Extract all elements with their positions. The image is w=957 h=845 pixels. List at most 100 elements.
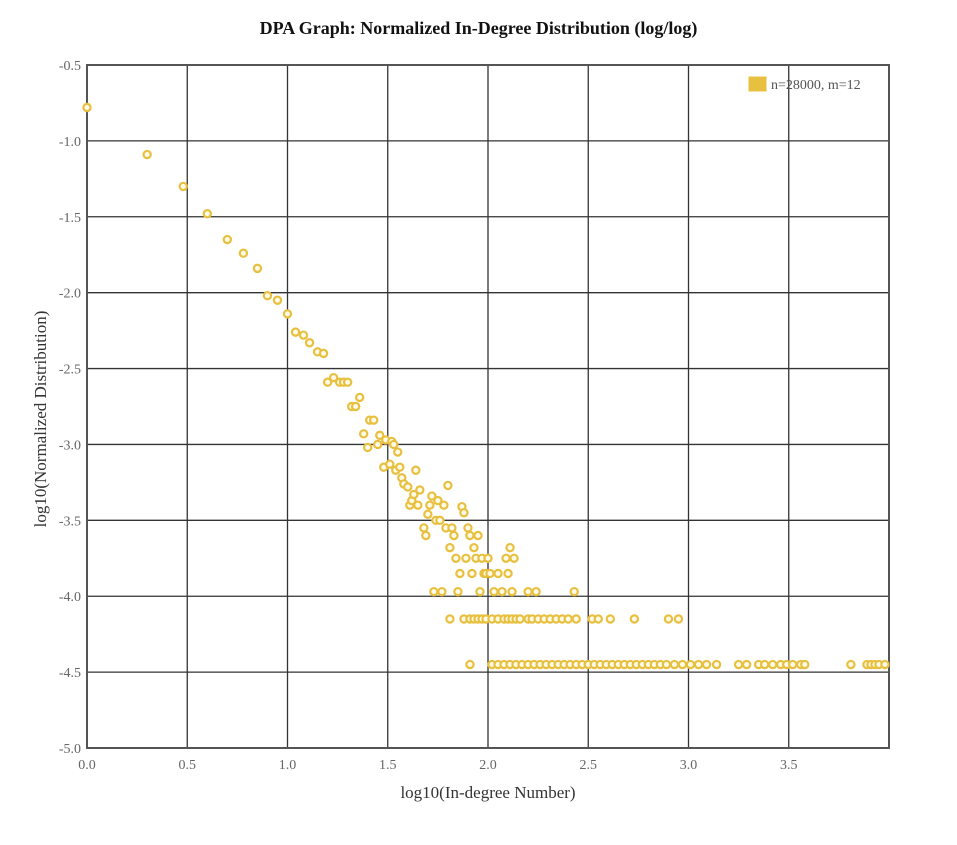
data-point — [593, 614, 603, 624]
data-point — [493, 568, 503, 579]
data-point — [693, 659, 704, 670]
data-point — [369, 415, 379, 425]
legend-label: n=28000, m=12 — [771, 78, 861, 93]
data-point — [571, 614, 581, 624]
data-point — [733, 659, 744, 670]
x-tick-label: 1.0 — [279, 758, 297, 773]
data-point — [433, 495, 443, 506]
y-tick-label: -4.0 — [59, 590, 81, 605]
data-point — [489, 586, 499, 597]
data-point — [509, 553, 519, 563]
data-point — [411, 465, 421, 475]
data-point — [800, 659, 810, 670]
grid-lines — [86, 64, 889, 749]
data-point — [447, 523, 457, 533]
data-point — [531, 586, 541, 597]
data-point — [272, 295, 283, 305]
chart-title: DPA Graph: Normalized In-Degree Distribu… — [259, 18, 698, 38]
data-point — [475, 586, 485, 597]
data-point — [685, 659, 696, 670]
data-point — [282, 309, 293, 319]
data-point — [501, 553, 511, 563]
data-point — [605, 614, 616, 624]
data-point — [523, 586, 533, 597]
data-point — [427, 491, 437, 501]
data-point — [421, 530, 431, 541]
data-point — [663, 614, 674, 624]
data-point — [629, 614, 640, 624]
data-point — [503, 568, 513, 579]
data-point — [413, 500, 423, 510]
data-point — [465, 530, 475, 541]
data-point — [298, 330, 309, 340]
data-point — [515, 614, 525, 624]
plot-frame — [86, 64, 890, 749]
data-point — [788, 659, 798, 670]
x-tick-label: 3.5 — [780, 758, 798, 773]
y-tick-label: -3.5 — [59, 514, 81, 529]
data-point — [569, 586, 579, 597]
data-point — [393, 447, 403, 457]
data-point — [768, 659, 778, 670]
x-tick-label: 0.5 — [179, 758, 197, 773]
data-point — [322, 377, 333, 387]
y-tick-label: -2.5 — [59, 363, 81, 378]
data-point — [262, 291, 273, 301]
data-point — [846, 659, 856, 670]
data-point — [467, 568, 477, 579]
data-point — [880, 659, 890, 670]
data-point — [354, 392, 365, 403]
data-point — [741, 659, 752, 670]
y-tick-label: -1.5 — [59, 211, 81, 226]
legend-swatch — [748, 76, 767, 92]
y-axis-title: log10(Normalized Distribution) — [31, 311, 50, 528]
data-point — [673, 614, 684, 624]
y-tick-label: -0.5 — [59, 59, 81, 74]
x-tick-label: 0.0 — [78, 758, 96, 773]
data-points — [82, 102, 890, 670]
data-point — [82, 102, 92, 113]
data-point — [290, 327, 301, 337]
y-tick-label: -2.0 — [59, 287, 81, 302]
data-point — [443, 480, 453, 491]
y-tick-label: -1.0 — [59, 135, 81, 150]
data-point — [415, 485, 425, 495]
data-point — [328, 372, 339, 383]
data-point — [455, 568, 465, 579]
data-point — [178, 181, 188, 192]
legend[interactable]: n=28000, m=12 — [748, 76, 861, 93]
data-point — [463, 523, 473, 533]
data-point — [409, 489, 419, 500]
tick-labels: 0.0 0.5 1.0 1.5 2.0 2.5 3.0 3.5 -0.5 -1.0 -1.5 -2.0… — [59, 59, 798, 773]
data-point — [437, 586, 447, 597]
data-point — [669, 659, 680, 670]
data-point — [142, 149, 152, 160]
x-tick-label: 2.5 — [580, 758, 598, 773]
data-point — [304, 338, 315, 348]
data-point — [358, 429, 369, 439]
data-point — [252, 263, 263, 274]
data-point — [385, 459, 395, 469]
data-point — [375, 430, 385, 441]
data-point — [363, 442, 373, 453]
data-point — [222, 234, 233, 245]
data-point — [483, 553, 493, 563]
data-point — [507, 586, 517, 597]
data-point — [465, 659, 475, 670]
data-point — [497, 586, 507, 597]
data-point — [202, 209, 212, 219]
data-point — [425, 500, 435, 510]
data-point — [759, 659, 770, 670]
x-tick-label: 2.0 — [479, 758, 497, 773]
data-point — [701, 659, 712, 670]
data-point — [373, 439, 383, 450]
x-axis-title: log10(In-degree Number) — [400, 783, 575, 802]
y-tick-label: -3.0 — [59, 438, 81, 453]
data-point — [677, 659, 688, 670]
data-point — [429, 586, 439, 597]
data-point — [449, 530, 459, 541]
data-point — [453, 586, 463, 597]
y-tick-label: -4.5 — [59, 666, 81, 681]
data-point — [505, 542, 515, 553]
